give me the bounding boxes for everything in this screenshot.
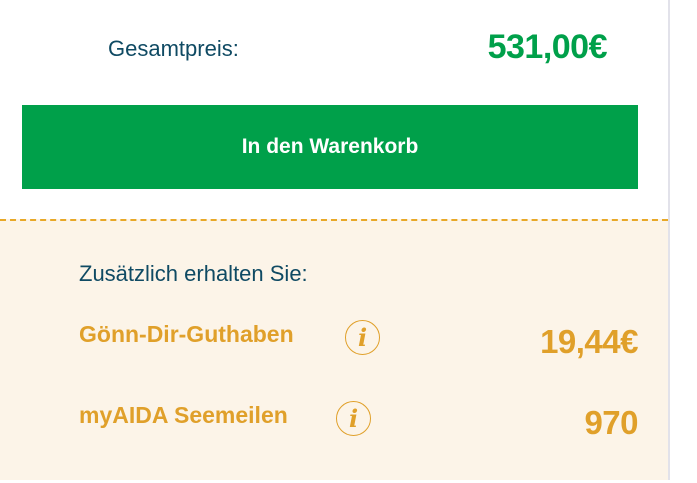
seemeilen-label: myAIDA Seemeilen: [79, 402, 288, 428]
info-icon[interactable]: i: [345, 320, 380, 355]
total-price-label: Gesamtpreis:: [108, 36, 239, 61]
seemeilen-value: 970: [584, 404, 638, 441]
add-to-cart-button[interactable]: In den Warenkorb: [22, 105, 638, 189]
info-icon[interactable]: i: [336, 401, 371, 436]
price-summary-card: Gesamtpreis: 531,00€ In den Warenkorb Zu…: [0, 0, 670, 480]
goenn-dir-guthaben-label: Gönn-Dir-Guthaben: [79, 321, 294, 347]
extras-title: Zusätzlich erhalten Sie:: [79, 261, 308, 286]
extras-section: Zusätzlich erhalten Sie: Gönn-Dir-Guthab…: [0, 219, 668, 480]
total-price-value: 531,00€: [487, 28, 608, 66]
goenn-dir-guthaben-value: 19,44€: [540, 323, 638, 360]
